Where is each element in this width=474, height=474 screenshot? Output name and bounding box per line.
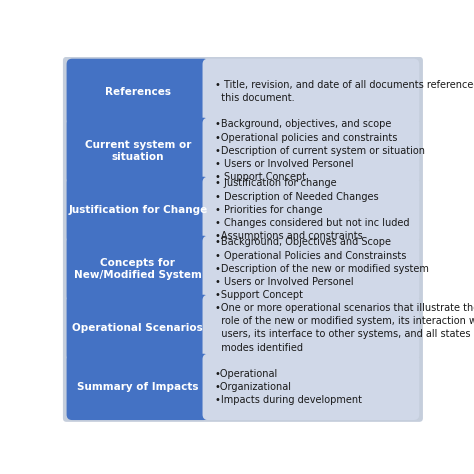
Text: Justification for Change: Justification for Change xyxy=(68,205,208,215)
Text: •Background, objectives, and scope
•Operational policies and constraints
•Descri: •Background, objectives, and scope •Oper… xyxy=(215,119,425,182)
FancyBboxPatch shape xyxy=(66,59,209,125)
Text: • Justification for change
• Description of Needed Changes
• Priorities for chan: • Justification for change • Description… xyxy=(215,179,409,241)
FancyBboxPatch shape xyxy=(66,118,209,184)
Text: Concepts for
New/Modified System: Concepts for New/Modified System xyxy=(74,258,202,280)
FancyBboxPatch shape xyxy=(202,354,419,420)
FancyBboxPatch shape xyxy=(66,354,209,420)
Text: •One or more operational scenarios that illustrate the
  role of the new or modi: •One or more operational scenarios that … xyxy=(215,303,474,353)
Text: •Background, Objectives and Scope
• Operational Policies and Constrainsts
•Descr: •Background, Objectives and Scope • Oper… xyxy=(215,237,428,300)
Text: References: References xyxy=(105,87,171,97)
FancyBboxPatch shape xyxy=(66,295,209,361)
FancyBboxPatch shape xyxy=(63,57,423,422)
Text: Current system or
situation: Current system or situation xyxy=(85,140,191,162)
Text: Operational Scenarios: Operational Scenarios xyxy=(73,323,203,333)
FancyBboxPatch shape xyxy=(66,177,209,243)
Text: • Title, revision, and date of all documents referenced in
  this document.: • Title, revision, and date of all docum… xyxy=(215,80,474,103)
Text: Summary of Impacts: Summary of Impacts xyxy=(77,382,199,392)
Text: •Operational
•Organizational
•Impacts during development: •Operational •Organizational •Impacts du… xyxy=(215,369,362,405)
FancyBboxPatch shape xyxy=(66,236,209,302)
FancyBboxPatch shape xyxy=(202,118,419,184)
FancyBboxPatch shape xyxy=(202,177,419,243)
FancyBboxPatch shape xyxy=(202,295,419,361)
FancyBboxPatch shape xyxy=(202,59,419,125)
FancyBboxPatch shape xyxy=(202,236,419,302)
